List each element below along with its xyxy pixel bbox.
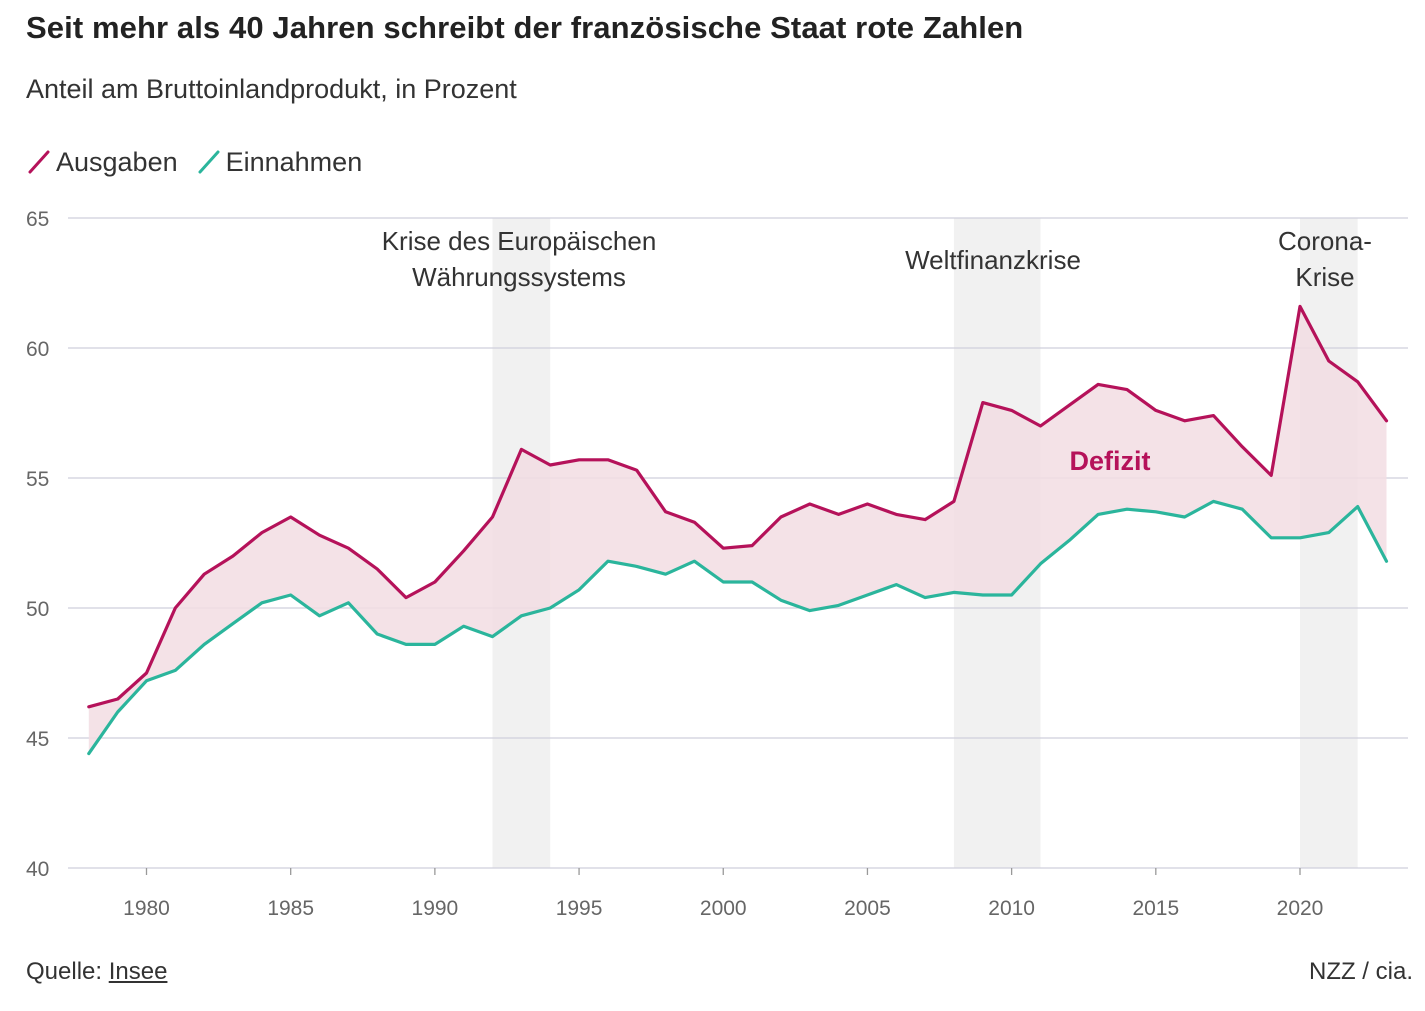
y-axis-ticks: 40 45 50 55 60 65 [26,208,49,881]
x-tick-label-1980: 1980 [123,897,170,920]
x-tick-label-1990: 1990 [412,897,459,920]
y-tick-label-60: 60 [26,338,49,361]
crisis-label-0-line-1: Währungssystems [412,262,626,292]
source-link[interactable]: Insee [108,958,168,985]
legend: Ausgaben Einnahmen [26,146,380,178]
credit: NZZ / cia. [1308,958,1413,985]
series-line-einnahmen [87,499,1389,756]
x-tick-label-1985: 1985 [267,897,314,920]
deficit-area [88,306,1387,754]
deficit-label: Defizit [1070,446,1151,476]
x-tick-label-2000: 2000 [700,897,747,920]
legend-einnahmen-swatch-icon [198,150,220,174]
x-tick-label-1995: 1995 [556,897,603,920]
y-tick-label-65: 65 [26,208,49,231]
annotations: Krise des Europäischen Währungssystems Wel… [382,226,1372,476]
crisis-label-2-line-0: Corona- [1278,226,1372,256]
series-line-ausgaben [87,304,1389,709]
y-tick-label-55: 55 [26,468,49,491]
legend-label-einnahmen: Einnahmen [225,146,363,177]
crisis-label-0-line-0: Krise des Europäischen [382,226,657,256]
legend-item-ausgaben: Ausgaben [26,147,178,178]
x-tick-label-2015: 2015 [1132,897,1179,920]
source-label: Quelle: [26,958,103,985]
crisis-label-1-line-0: Weltfinanzkrise [905,245,1081,275]
legend-ausgaben-swatch-icon [28,150,50,174]
series-lines [87,304,1389,756]
x-tick-label-2005: 2005 [844,897,891,920]
x-tick-label-2010: 2010 [988,897,1035,920]
y-tick-label-45: 45 [26,728,49,751]
y-tick-label-50: 50 [26,598,49,621]
chart-title: Seit mehr als 40 Jahren schreibt der fra… [26,10,1024,45]
x-tick-label-2020: 2020 [1277,897,1324,920]
y-tick-label-40: 40 [26,858,49,881]
source-note: Quelle: Insee [26,958,167,986]
deficit-area-fill [88,306,1387,754]
x-axis-ticks: 1980 1985 1990 1995 2000 2005 2010 2015 2020 [123,868,1323,920]
legend-item-einnahmen: Einnahmen [196,146,363,178]
legend-label-ausgaben: Ausgaben [56,146,178,177]
crisis-band-2 [1300,218,1358,868]
chart-subtitle: Anteil am Bruttoinlandprodukt, in Prozen… [26,74,517,104]
crisis-label-2-line-1: Krise [1295,262,1354,292]
